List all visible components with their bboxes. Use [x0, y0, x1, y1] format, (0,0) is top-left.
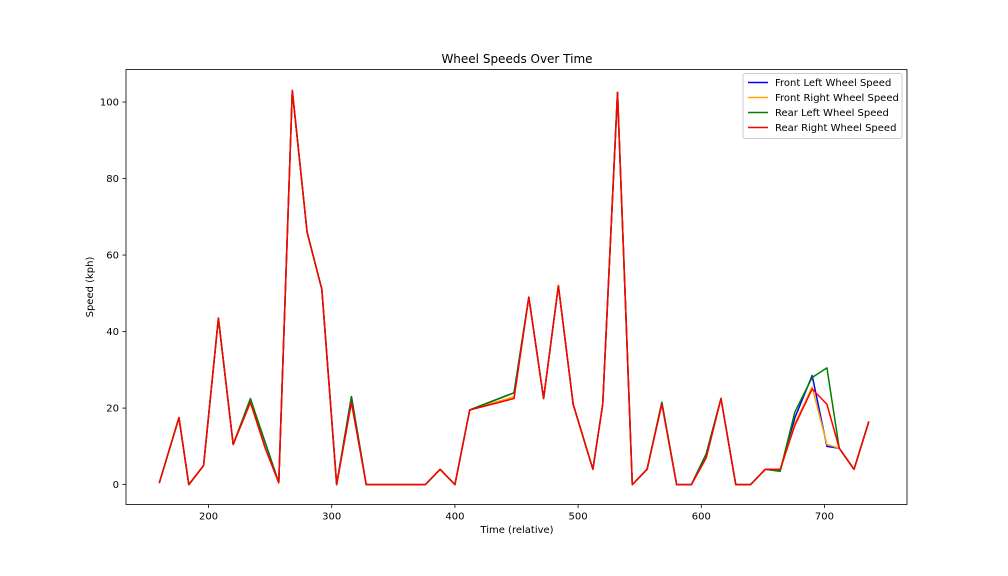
y-tick-label: 60: [106, 251, 119, 262]
x-axis-label: Time (relative): [479, 525, 553, 536]
x-tick-label: 600: [692, 512, 711, 523]
y-tick-label: 40: [106, 327, 119, 338]
plot-frame: [125, 69, 908, 505]
legend-box: [742, 73, 903, 139]
x-tick-label: 500: [569, 512, 588, 523]
y-axis-label: Speed (kph): [85, 257, 96, 318]
chart-title: Wheel Speeds Over Time: [441, 52, 592, 66]
x-tick-label: 300: [322, 512, 341, 523]
x-tick-label: 700: [815, 512, 834, 523]
plot-area: [158, 89, 870, 486]
series-line-4: [158, 89, 870, 486]
legend: Front Left Wheel Speed Front Right Wheel …: [742, 73, 903, 139]
y-tick-label: 100: [100, 98, 119, 109]
legend-label-4: Rear Right Wheel Speed: [775, 123, 896, 134]
y-axis: 0 20 40 60 80 100: [100, 98, 126, 491]
legend-label-2: Front Right Wheel Speed: [775, 93, 899, 104]
x-tick-label: 200: [199, 512, 218, 523]
x-tick-label: 400: [445, 512, 464, 523]
legend-label-1: Front Left Wheel Speed: [775, 78, 891, 89]
y-tick-label: 20: [106, 404, 119, 415]
legend-label-3: Rear Left Wheel Speed: [775, 108, 889, 119]
y-tick-label: 0: [113, 480, 119, 491]
x-axis: 200 300 400 500 600 700: [199, 504, 834, 523]
y-tick-label: 80: [106, 174, 119, 185]
